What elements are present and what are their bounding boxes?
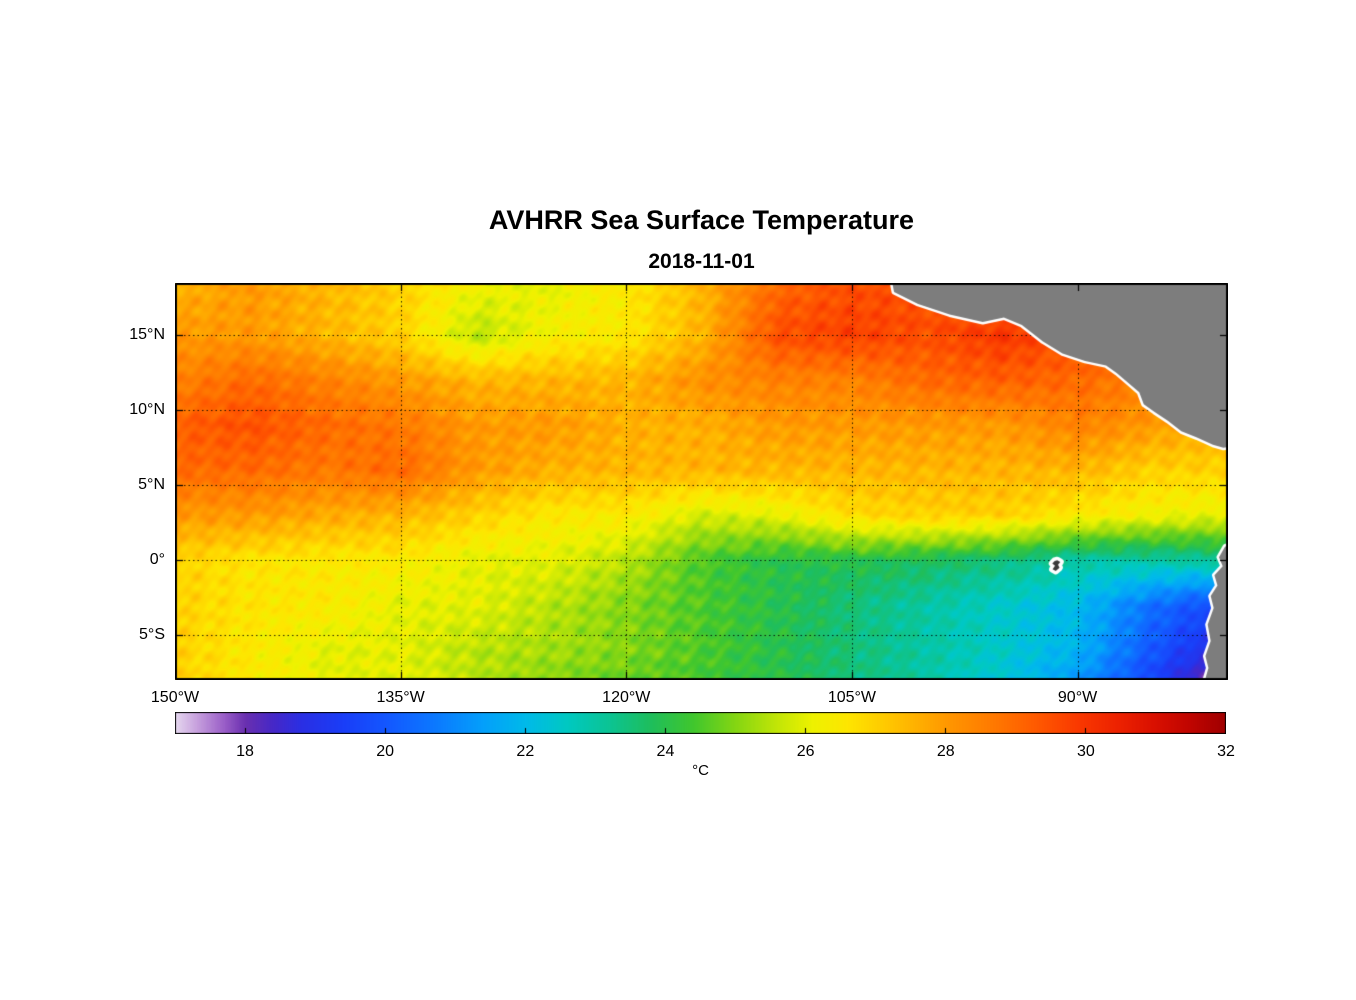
- colorbar-tick-label: 18: [236, 743, 254, 760]
- figure-title: AVHRR Sea Surface Temperature: [488, 205, 915, 235]
- x-axis-tick-label: 150°W: [150, 689, 200, 706]
- y-axis-tick-label: 5°N: [138, 476, 165, 494]
- x-axis-tick-label: 105°W: [827, 689, 877, 706]
- y-axis-tick-label: 5°S: [139, 626, 165, 644]
- colorbar-tick-label: 30: [1076, 743, 1095, 760]
- colorbar-tick-label: 24: [656, 743, 675, 760]
- colorbar-tick-label: 20: [376, 743, 395, 760]
- y-axis-tick-label: 10°N: [129, 401, 165, 419]
- colorbar-tick-label: 26: [796, 743, 815, 760]
- colorbar-tick-label: 28: [936, 743, 955, 760]
- y-axis-tick-label: 15°N: [129, 326, 165, 344]
- x-axis-tick-label: 135°W: [376, 689, 425, 706]
- colorbar-unit-label: °C: [692, 762, 709, 779]
- x-axis-tick-label: 120°W: [602, 689, 651, 706]
- colorbar-tick-label: 22: [516, 743, 535, 760]
- x-axis-tick-label: 90°W: [1057, 689, 1098, 706]
- y-axis-tick-label: 0°: [149, 551, 165, 569]
- colorbar-tick-label: 32: [1217, 743, 1235, 760]
- colorbar: [175, 712, 1226, 734]
- figure-date-subtitle: 2018-11-01: [648, 250, 755, 273]
- sst-map: [175, 283, 1228, 680]
